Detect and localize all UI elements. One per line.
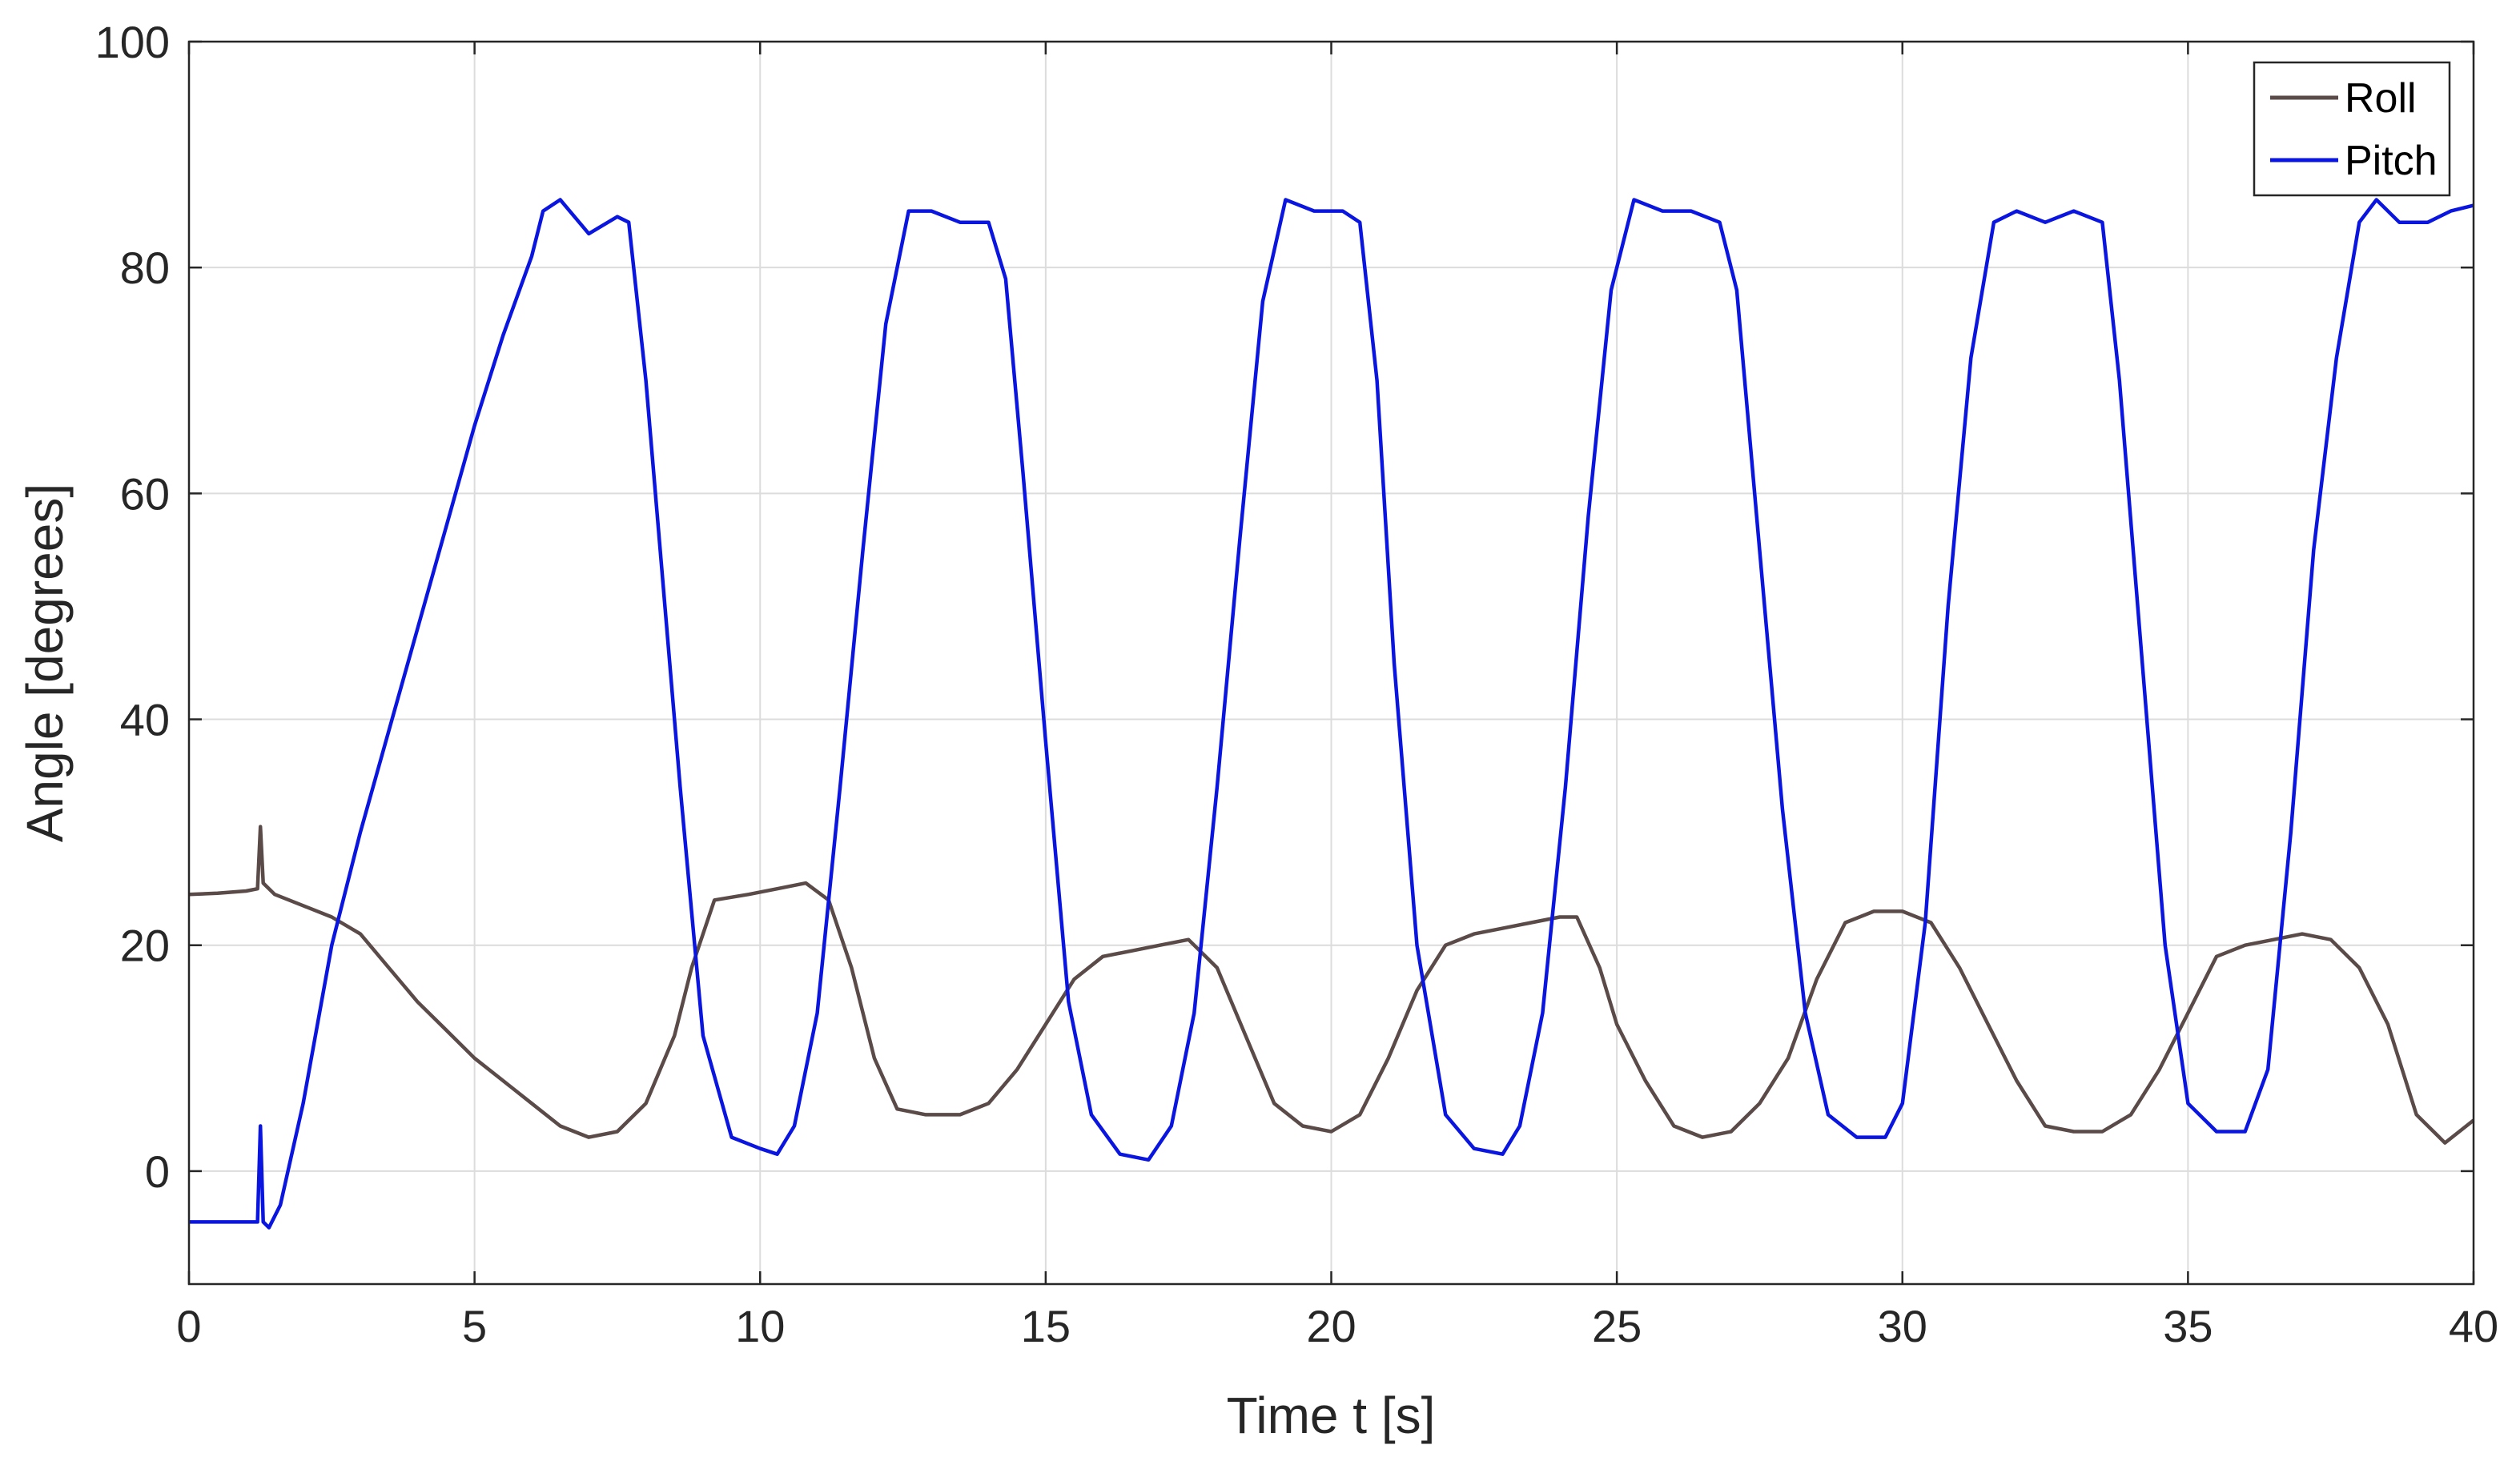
x-tick-label: 20 <box>1306 1301 1356 1351</box>
y-tick-label: 100 <box>95 17 170 67</box>
series-line-roll <box>188 825 2475 1145</box>
y-tick-label: 0 <box>145 1146 170 1197</box>
legend: Roll Pitch <box>2253 61 2451 197</box>
x-tick-label: 35 <box>2163 1301 2213 1351</box>
y-tick-label: 20 <box>120 921 170 971</box>
y-tick-label: 80 <box>120 243 170 293</box>
x-tick-label: 0 <box>176 1301 201 1351</box>
x-tick-label: 10 <box>735 1301 785 1351</box>
y-axis-label: Angle [degrees] <box>16 484 74 842</box>
x-tick-label: 40 <box>2449 1301 2498 1351</box>
legend-label-roll: Roll <box>2345 75 2417 122</box>
x-tick-label: 25 <box>1592 1301 1642 1351</box>
x-tick-label: 15 <box>1021 1301 1071 1351</box>
y-tick-label: 40 <box>120 695 170 745</box>
y-tick-labels: 0 20 40 60 80 100 <box>95 17 170 1197</box>
x-tick-label: 30 <box>1878 1301 1927 1351</box>
x-tick-label: 5 <box>462 1301 487 1351</box>
legend-box <box>2253 61 2451 197</box>
grid <box>189 42 2474 1284</box>
ticks <box>187 40 2475 1284</box>
x-axis-label: Time t [s] <box>1227 1387 1436 1444</box>
series-line-pitch <box>189 198 2474 1230</box>
x-tick-labels: 0 5 10 15 20 25 30 35 40 <box>176 1301 2498 1351</box>
y-tick-label: 60 <box>120 468 170 519</box>
legend-label-pitch: Pitch <box>2345 138 2438 184</box>
series-lines <box>188 198 2475 1230</box>
